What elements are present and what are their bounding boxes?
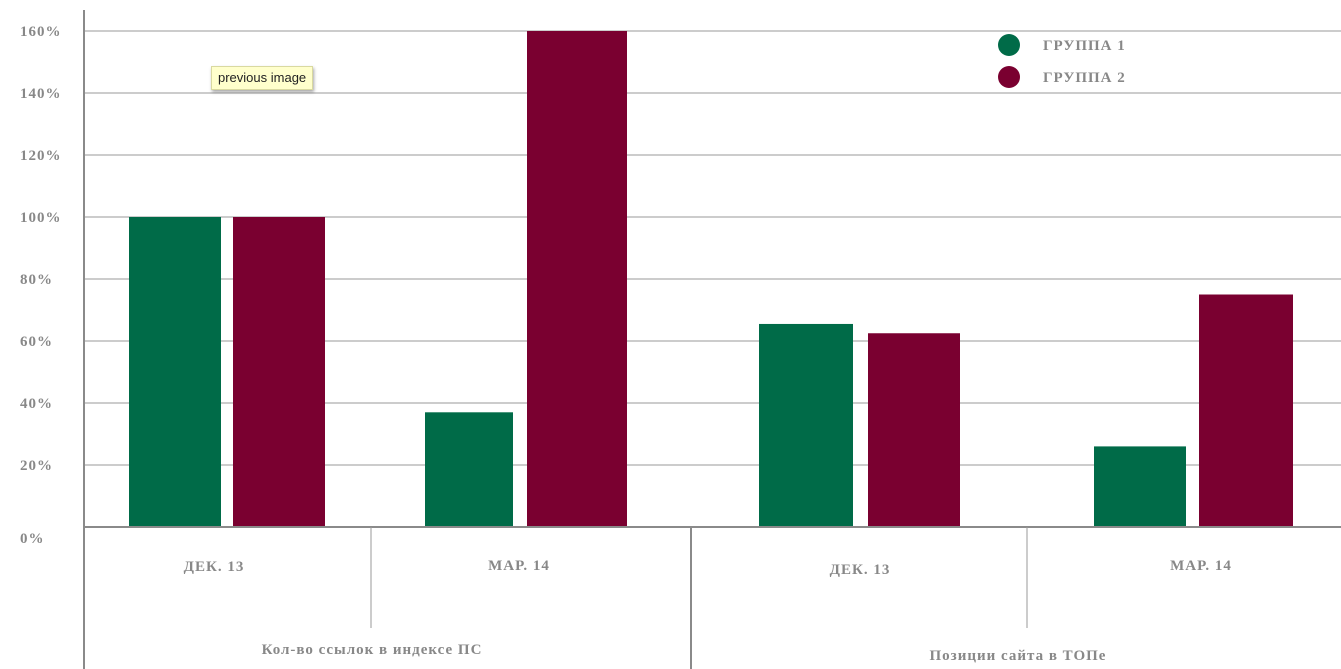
bar-1-1: [129, 217, 221, 527]
bar-1-4: [1094, 446, 1186, 527]
y-tick-label: 100%: [20, 210, 62, 226]
x-category-label: МАР. 14: [1170, 558, 1232, 574]
y-tick-label: 0%: [20, 531, 45, 547]
bar-2-4: [1199, 294, 1293, 527]
category-labels: ДЕК. 13 МАР. 14 ДЕК. 13 МАР. 14 Кол-во ссыло…: [184, 558, 1232, 664]
bar-2-3: [868, 333, 960, 527]
bar-2-1: [233, 217, 325, 527]
y-tick-label: 120%: [20, 148, 62, 164]
axes: [83, 10, 1341, 669]
legend-marker-2: [998, 66, 1020, 88]
x-category-label: МАР. 14: [488, 558, 550, 574]
y-tick-label: 40%: [20, 396, 53, 412]
legend-label-2: ГРУППА 2: [1043, 70, 1126, 86]
y-tick-label: 160%: [20, 24, 62, 40]
x-category-label: ДЕК. 13: [830, 562, 891, 578]
x-category-label: ДЕК. 13: [184, 559, 245, 575]
y-tick-label: 80%: [20, 272, 53, 288]
y-tick-label: 60%: [20, 334, 53, 350]
legend-marker-1: [998, 34, 1020, 56]
y-tick-label: 140%: [20, 86, 62, 102]
x-group-label: Позиции сайта в ТОПе: [930, 648, 1107, 664]
legend-label-1: ГРУППА 1: [1043, 38, 1126, 54]
legend: ГРУППА 1 ГРУППА 2: [998, 34, 1126, 88]
bar-1-2: [425, 412, 513, 527]
bar-2-2: [527, 31, 627, 527]
tooltip-previous-image: previous image: [211, 66, 314, 90]
bars: [129, 31, 1293, 527]
x-group-label: Кол-во ссылок в индексе ПС: [262, 642, 483, 658]
bar-1-3: [759, 323, 853, 527]
y-tick-labels: 0% 20% 40% 60% 80% 100% 120% 140% 160%: [20, 24, 62, 547]
y-tick-label: 20%: [20, 458, 53, 474]
